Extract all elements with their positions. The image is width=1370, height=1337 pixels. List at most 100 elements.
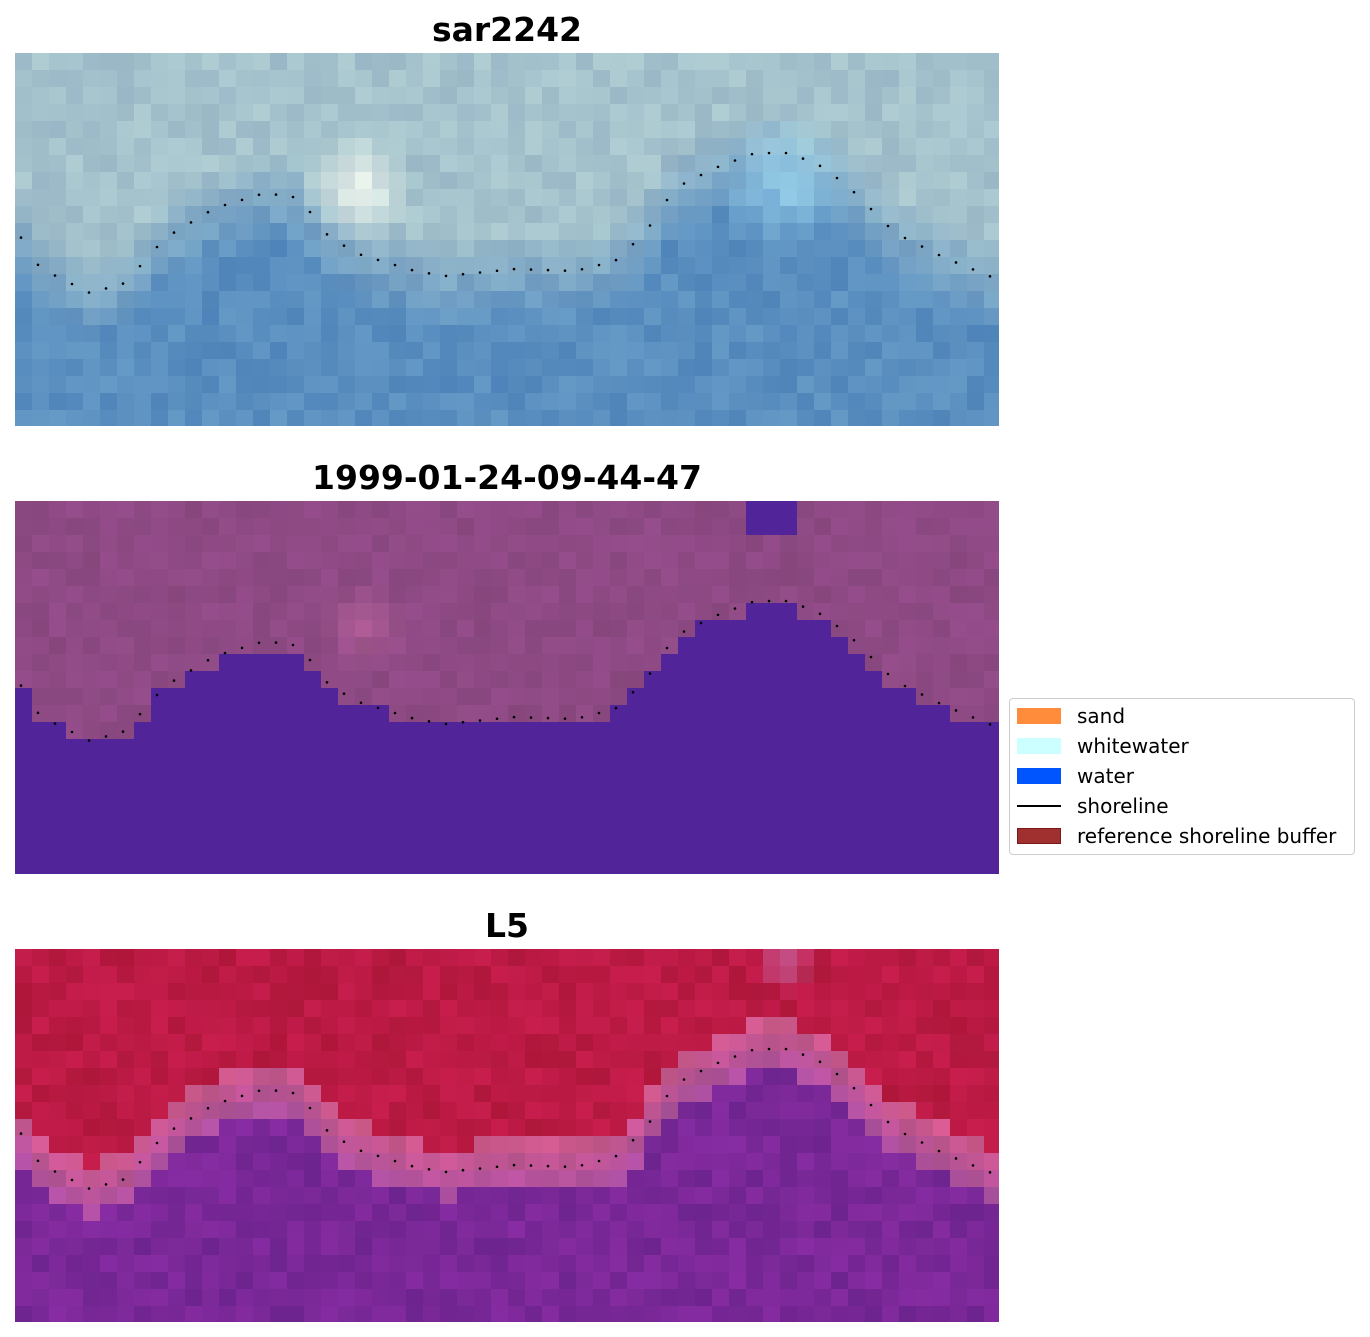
- shoreline-point: [733, 159, 737, 162]
- pixel-cell: [916, 1238, 934, 1256]
- pixel-cell: [236, 688, 254, 706]
- pixel-cell: [542, 1289, 560, 1307]
- pixel-cell: [797, 410, 815, 426]
- pixel-cell: [644, 501, 662, 519]
- pixel-cell: [117, 1272, 135, 1290]
- pixel-cell: [882, 1221, 900, 1239]
- pixel-cell: [134, 274, 152, 292]
- pixel-cell: [950, 308, 968, 326]
- panel-title-classification: 1999-01-24-09-44-47: [312, 458, 702, 497]
- pixel-cell: [457, 274, 475, 292]
- pixel-cell: [134, 966, 152, 984]
- pixel-cell: [865, 552, 883, 570]
- pixel-cell: [236, 603, 254, 621]
- pixel-cell: [423, 325, 441, 343]
- pixel-cell: [780, 1051, 798, 1069]
- pixel-cell: [882, 274, 900, 292]
- pixel-cell: [100, 410, 118, 426]
- pixel-cell: [32, 172, 50, 190]
- pixel-cell: [474, 535, 492, 553]
- pixel-cell: [100, 535, 118, 553]
- pixel-cell: [270, 206, 288, 224]
- legend-item-sand: sand: [1017, 705, 1347, 727]
- pixel-cell: [372, 705, 390, 723]
- shoreline-point: [342, 1140, 346, 1143]
- pixel-cell: [253, 1255, 271, 1273]
- pixel-cell: [661, 342, 679, 360]
- pixel-cell: [780, 501, 798, 519]
- pixel-cell: [542, 53, 560, 71]
- pixel-cell: [559, 966, 577, 984]
- pixel-cell: [168, 688, 186, 706]
- pixel-cell: [763, 308, 781, 326]
- pixel-cell: [678, 518, 696, 536]
- pixel-cell: [355, 966, 373, 984]
- pixel-cell: [287, 291, 305, 309]
- pixel-cell: [202, 342, 220, 360]
- pixel-cell: [151, 410, 169, 426]
- pixel-cell: [304, 410, 322, 426]
- pixel-cell: [576, 949, 594, 967]
- pixel-cell: [355, 637, 373, 655]
- pixel-cell: [797, 858, 815, 874]
- legend-item-shoreline: shoreline: [1017, 795, 1347, 817]
- pixel-cell: [627, 688, 645, 706]
- pixel-cell: [559, 325, 577, 343]
- pixel-cell: [321, 722, 339, 740]
- pixel-cell: [117, 1102, 135, 1120]
- pixel-cell: [831, 410, 849, 426]
- pixel-cell: [542, 1238, 560, 1256]
- pixel-cell: [355, 1255, 373, 1273]
- pixel-cell: [865, 342, 883, 360]
- pixel-cell: [100, 393, 118, 411]
- pixel-cell: [610, 1102, 628, 1120]
- shoreline-point: [240, 1094, 244, 1098]
- pixel-cell: [848, 1272, 866, 1290]
- pixel-cell: [933, 756, 951, 774]
- pixel-cell: [610, 1306, 628, 1322]
- pixel-cell: [406, 841, 424, 859]
- pixel-cell: [372, 376, 390, 394]
- pixel-cell: [508, 1034, 526, 1052]
- pixel-cell: [933, 518, 951, 536]
- pixel-cell: [423, 552, 441, 570]
- pixel-cell: [848, 773, 866, 791]
- pixel-cell: [287, 535, 305, 553]
- pixel-cell: [814, 858, 832, 874]
- pixel-cell: [338, 966, 356, 984]
- pixel-cell: [610, 342, 628, 360]
- pixel-cell: [542, 637, 560, 655]
- pixel-cell: [763, 1051, 781, 1069]
- pixel-cell: [661, 104, 679, 122]
- pixel-cell: [83, 342, 101, 360]
- pixel-cell: [729, 223, 747, 241]
- pixel-cell: [542, 705, 560, 723]
- pixel-cell: [780, 1153, 798, 1171]
- pixel-cell: [661, 535, 679, 553]
- pixel-cell: [559, 1085, 577, 1103]
- pixel-cell: [967, 1034, 985, 1052]
- pixel-cell: [321, 1034, 339, 1052]
- pixel-cell: [134, 291, 152, 309]
- pixel-cell: [406, 189, 424, 207]
- pixel-cell: [355, 739, 373, 757]
- pixel-cell: [474, 70, 492, 88]
- pixel-cell: [83, 739, 101, 757]
- pixel-cell: [168, 257, 186, 275]
- pixel-cell: [746, 1238, 764, 1256]
- pixel-cell: [287, 53, 305, 71]
- pixel-cell: [525, 1119, 543, 1137]
- pixel-cell: [117, 1238, 135, 1256]
- pixel-cell: [117, 257, 135, 275]
- pixel-cell: [406, 138, 424, 156]
- pixel-cell: [746, 705, 764, 723]
- pixel-cell: [661, 790, 679, 808]
- pixel-cell: [202, 637, 220, 655]
- pixel-cell: [899, 518, 917, 536]
- pixel-cell: [100, 688, 118, 706]
- pixel-cell: [270, 535, 288, 553]
- shoreline-point: [257, 1089, 261, 1093]
- pixel-cell: [695, 966, 713, 984]
- pixel-cell: [508, 274, 526, 292]
- pixel-cell: [695, 1289, 713, 1307]
